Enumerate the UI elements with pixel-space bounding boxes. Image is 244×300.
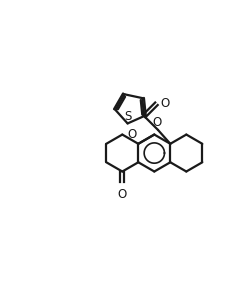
Text: O: O xyxy=(160,97,170,110)
Text: O: O xyxy=(127,128,136,141)
Text: S: S xyxy=(124,110,131,123)
Text: O: O xyxy=(152,116,162,129)
Text: O: O xyxy=(118,188,127,201)
